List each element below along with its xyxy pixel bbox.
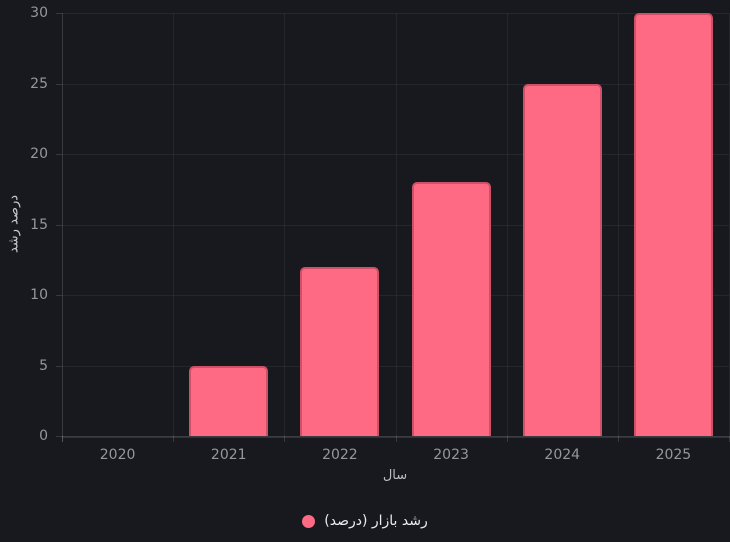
x-tick	[173, 436, 175, 442]
legend-point-icon	[302, 514, 316, 528]
x-tick-label: 2020	[99, 447, 136, 463]
legend-label: رشد بازار (درصد)	[324, 513, 428, 529]
bar-2023[interactable]	[411, 182, 491, 436]
y-tick-label: 25	[30, 75, 48, 92]
x-gridline	[173, 13, 175, 436]
y-tick	[56, 365, 62, 367]
x-tick	[62, 436, 63, 442]
y-tick-label: 10	[30, 287, 48, 303]
x-tick	[506, 436, 508, 442]
bar-2025[interactable]	[633, 13, 713, 436]
y-tick-label: 15	[30, 216, 48, 233]
x-gridline	[617, 13, 619, 436]
x-gridline	[395, 13, 397, 436]
x-gridline	[506, 13, 508, 436]
y-tick	[56, 83, 62, 85]
x-tick	[395, 436, 397, 442]
x-tick-label: 2025	[655, 447, 692, 463]
y-tick-label: 20	[30, 146, 48, 162]
y-axis-line	[62, 13, 63, 442]
bar-2024[interactable]	[522, 83, 602, 436]
x-tick-label: 2024	[544, 447, 581, 463]
y-tick-label: 5	[39, 357, 48, 374]
y-tick	[56, 295, 62, 296]
bar-2021[interactable]	[189, 365, 269, 436]
y-tick	[56, 224, 62, 226]
x-tick-label: 2021	[210, 447, 247, 463]
x-axis-line	[62, 436, 730, 438]
y-gridline	[62, 13, 729, 14]
y-tick	[56, 154, 62, 155]
y-gridline	[62, 365, 729, 367]
y-tick	[56, 436, 62, 437]
y-gridline	[62, 83, 729, 85]
x-tick-label: 2023	[433, 447, 469, 463]
x-tick-label: 2022	[322, 447, 358, 463]
y-gridline	[62, 224, 729, 226]
x-tick	[284, 436, 286, 442]
y-gridline	[62, 295, 729, 296]
y-tick	[56, 13, 62, 14]
x-axis-title: سال	[382, 468, 408, 483]
y-gridline	[62, 154, 729, 155]
y-gridline	[62, 436, 729, 437]
legend-item-market-growth[interactable]: رشد بازار (درصد)	[302, 513, 428, 529]
bar-2022[interactable]	[300, 266, 380, 436]
chart-legend: رشد بازار (درصد)	[0, 508, 730, 534]
x-tick	[617, 436, 619, 442]
y-tick-label: 30	[30, 5, 48, 21]
y-tick-label: 0	[39, 428, 48, 444]
x-gridline	[284, 13, 286, 436]
